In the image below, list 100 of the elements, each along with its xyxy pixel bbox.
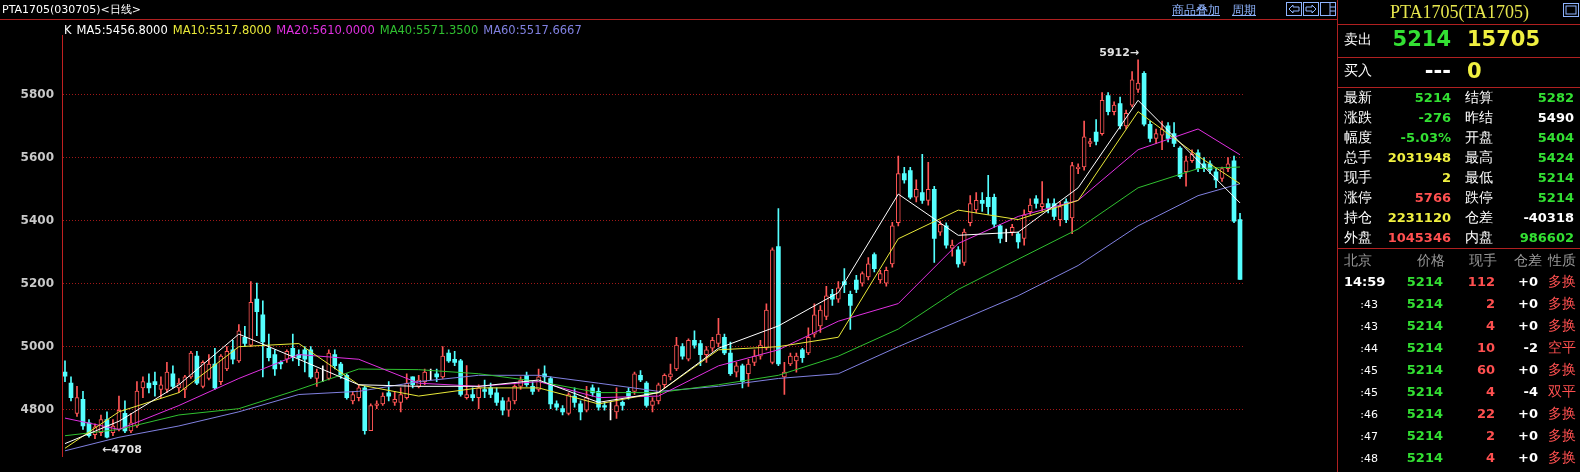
text: 最低 xyxy=(1465,169,1493,187)
y-tick-label: 5800 xyxy=(20,87,54,102)
text: 4 xyxy=(1485,450,1495,465)
text: 5214 xyxy=(1414,90,1451,105)
text: 5214 xyxy=(1406,406,1443,421)
candlestick xyxy=(686,338,691,362)
candlestick xyxy=(704,346,709,363)
text: :45 xyxy=(1360,364,1378,377)
text: 5424 xyxy=(1537,150,1574,165)
text: 22 xyxy=(1476,406,1495,421)
text: 5766 xyxy=(1414,190,1451,205)
text: 5214 xyxy=(1406,362,1443,377)
text: 多换 xyxy=(1548,317,1576,335)
candlestick xyxy=(824,285,829,320)
text: 10 xyxy=(1476,340,1495,355)
text: -276 xyxy=(1418,110,1451,125)
text: 价格 xyxy=(1417,252,1445,270)
text: +0 xyxy=(1518,406,1538,421)
legend-title: K xyxy=(64,23,72,37)
text: 总手 xyxy=(1344,149,1372,167)
text: PTA1705(TA1705) xyxy=(1388,2,1531,23)
text: 多换 xyxy=(1548,449,1576,467)
text: 5282 xyxy=(1537,90,1574,105)
text: --- xyxy=(1424,59,1451,83)
text: MA10:5517.8000 xyxy=(172,23,272,37)
text: 15705 xyxy=(1467,27,1541,51)
text: 多换 xyxy=(1548,361,1576,379)
text: 5214 xyxy=(1537,170,1574,185)
text: 结算 xyxy=(1465,89,1493,107)
text: 现手 xyxy=(1469,252,1497,270)
text: :48 xyxy=(1360,452,1378,465)
text: 现手 xyxy=(1344,169,1372,187)
candlestick xyxy=(1075,163,1081,174)
candlestick xyxy=(788,352,793,366)
candlestick xyxy=(662,373,667,389)
text: 112 xyxy=(1467,274,1495,289)
text: +0 xyxy=(1518,318,1538,333)
annotation: ←4708 xyxy=(101,443,142,457)
text: 最新 xyxy=(1344,89,1372,107)
text: 多换 xyxy=(1548,273,1576,291)
text: 5214 xyxy=(1406,428,1443,443)
text: 最高 xyxy=(1465,149,1493,167)
candlestick xyxy=(877,269,883,284)
text: 986602 xyxy=(1519,230,1574,245)
text: :46 xyxy=(1360,408,1378,421)
candlestick xyxy=(374,400,380,409)
text: 涨停 xyxy=(1344,189,1372,207)
text: 60 xyxy=(1476,362,1495,377)
text: 2031948 xyxy=(1387,150,1451,165)
text: 4 xyxy=(1485,318,1495,333)
text: 跌停 xyxy=(1465,189,1493,207)
text: 2 xyxy=(1441,170,1451,185)
text: +0 xyxy=(1518,450,1538,465)
y-tick-label: 5200 xyxy=(20,275,54,290)
candlestick xyxy=(746,358,751,387)
text: MA60:5517.6667 xyxy=(483,23,582,37)
text: +0 xyxy=(1518,274,1538,289)
text: :43 xyxy=(1360,320,1378,333)
text: +0 xyxy=(1518,428,1538,443)
text: 5214 xyxy=(1406,274,1443,289)
candlestick xyxy=(710,336,715,352)
text: :43 xyxy=(1360,298,1378,311)
candlestick xyxy=(865,257,871,281)
text: 开盘 xyxy=(1465,129,1493,147)
text: 仓差 xyxy=(1465,209,1493,227)
text: 4 xyxy=(1485,384,1495,399)
candlestick xyxy=(614,387,619,419)
chart-title: PTA1705(030705)<日线> xyxy=(2,2,142,17)
text: MA20:5610.0000 xyxy=(276,23,375,37)
candlestick xyxy=(650,397,655,413)
text: 5490 xyxy=(1537,110,1574,125)
text: :45 xyxy=(1360,386,1378,399)
text: -2 xyxy=(1523,340,1538,355)
text: 空平 xyxy=(1548,339,1576,357)
candlestick xyxy=(812,303,817,338)
text: 涨跌 xyxy=(1344,109,1372,127)
text: 内盘 xyxy=(1465,229,1493,247)
candlestick xyxy=(919,154,925,204)
text: 5214 xyxy=(1392,27,1451,51)
candlestick xyxy=(764,303,769,351)
text: 14:59 xyxy=(1344,274,1386,289)
y-tick-label: 5000 xyxy=(20,338,54,353)
text: 5214 xyxy=(1406,318,1443,333)
y-tick-label: 4800 xyxy=(20,401,54,416)
text: 幅度 xyxy=(1344,129,1372,147)
candlestick xyxy=(794,352,799,373)
text: 5214 xyxy=(1406,296,1443,311)
text: 5214 xyxy=(1537,190,1574,205)
candlestick xyxy=(674,336,679,371)
text: 5214 xyxy=(1406,450,1443,465)
candlestick xyxy=(1039,181,1045,212)
y-tick-label: 5600 xyxy=(20,150,54,165)
text: 0 xyxy=(1467,59,1482,83)
candlestick xyxy=(632,371,637,395)
y-tick-label: 5400 xyxy=(20,212,54,227)
text: 2 xyxy=(1485,428,1495,443)
text: 多换 xyxy=(1548,405,1576,423)
candlestick xyxy=(440,346,446,379)
text: +0 xyxy=(1518,296,1538,311)
text: 性质 xyxy=(1548,252,1576,270)
